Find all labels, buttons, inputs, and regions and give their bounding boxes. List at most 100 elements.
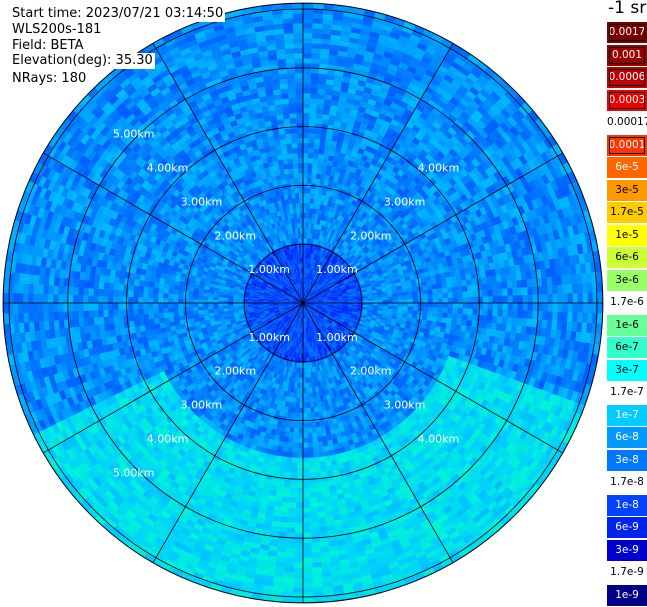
heatmap-gate — [442, 297, 449, 304]
heatmap-gate — [302, 57, 312, 64]
heatmap-gate — [302, 67, 312, 74]
heatmap-gate — [302, 107, 310, 114]
heatmap-gate — [302, 47, 313, 54]
heatmap-gate — [447, 307, 454, 314]
heatmap-gate — [507, 288, 514, 297]
heatmap-gate — [302, 102, 311, 109]
heatmap-gate — [309, 92, 318, 99]
heatmap-gate — [432, 307, 439, 313]
heatmap-gate — [302, 217, 307, 224]
heatmap-gate — [487, 289, 494, 297]
heatmap-gate — [467, 296, 474, 304]
heatmap-gate — [407, 295, 414, 300]
heatmap-gate — [308, 127, 316, 134]
heatmap-gate — [407, 310, 414, 315]
heatmap-gate — [497, 302, 504, 311]
heatmap-gate — [412, 302, 419, 308]
heatmap-gate — [457, 291, 464, 298]
heatmap-gate — [477, 290, 484, 298]
heatmap-gate — [522, 294, 529, 304]
heatmap-gate — [442, 307, 449, 314]
heatmap-gate — [562, 302, 569, 313]
heatmap-gate — [307, 167, 313, 174]
heatmap-gate — [447, 297, 454, 304]
heatmap-gate — [497, 309, 504, 318]
heatmap-gate — [302, 112, 310, 119]
heatmap-gate — [472, 302, 479, 310]
heatmap-gate — [452, 297, 459, 304]
heatmap-gate — [302, 177, 308, 184]
heatmap-gate — [487, 302, 494, 310]
heatmap-gate — [422, 302, 429, 308]
heatmap-gate — [306, 202, 311, 209]
heatmap-gate — [587, 302, 594, 314]
heatmap-gate — [427, 307, 434, 313]
heatmap-gate — [382, 305, 389, 310]
heatmap-gate — [392, 299, 399, 304]
heatmap-gate — [302, 3, 314, 9]
heatmap-gate — [462, 291, 469, 298]
heatmap-gate — [522, 302, 529, 312]
heatmap-gate — [502, 288, 509, 297]
heatmap-gate — [302, 172, 308, 179]
heatmap-gate — [582, 302, 589, 314]
heatmap-gate — [457, 297, 464, 304]
heatmap-gate — [309, 97, 318, 104]
heatmap-gate — [542, 302, 549, 312]
heatmap-gate — [377, 300, 384, 304]
heatmap-gate — [302, 27, 313, 34]
heatmap-gate — [302, 212, 307, 219]
heatmap-gate — [577, 293, 584, 304]
heatmap-gate — [407, 302, 414, 308]
heatmap-gate — [567, 302, 574, 313]
heatmap-gate — [302, 97, 311, 104]
heatmap-gate — [452, 292, 459, 298]
heatmap-gate — [437, 297, 444, 304]
heatmap-gate — [547, 294, 554, 304]
heatmap-gate — [302, 72, 312, 79]
heatmap-gate — [547, 302, 554, 312]
heatmap-gate — [437, 302, 444, 309]
heatmap-gate — [397, 295, 404, 300]
heatmap-gate — [302, 187, 308, 194]
heatmap-gate — [302, 82, 311, 89]
heatmap-gate — [542, 294, 549, 304]
heatmap-gate — [452, 302, 459, 309]
heatmap-gate — [308, 137, 315, 144]
heatmap-gate — [308, 142, 315, 149]
heatmap-gate — [502, 309, 509, 318]
heatmap-gate — [517, 302, 524, 311]
heatmap-gate — [397, 306, 404, 311]
heatmap-gate — [309, 102, 318, 109]
heatmap-gate — [452, 308, 459, 314]
heatmap-gate — [432, 302, 439, 308]
heatmap-gate — [497, 295, 504, 304]
heatmap-gate — [562, 293, 569, 304]
heatmap-gate — [412, 290, 419, 296]
heatmap-gate — [527, 302, 534, 312]
heatmap-gate — [412, 294, 419, 300]
heatmap-gate — [382, 293, 389, 298]
heatmap-gate — [442, 302, 449, 309]
heatmap-gate — [306, 197, 311, 204]
heatmap-gate — [507, 309, 514, 318]
heatmap-cells — [3, 3, 603, 603]
heatmap-gate — [392, 296, 399, 301]
heatmap-gate — [422, 289, 429, 295]
heatmap-gate — [552, 302, 559, 313]
heatmap-gate — [492, 302, 499, 310]
heatmap-gate — [532, 302, 539, 312]
heatmap-gate — [362, 298, 369, 302]
heatmap-gate — [397, 299, 404, 304]
heatmap-gate — [397, 302, 404, 307]
heatmap-gate — [305, 212, 310, 219]
heatmap-gate — [302, 77, 312, 84]
heatmap-gate — [432, 298, 439, 304]
heatmap-gate — [467, 308, 474, 316]
heatmap-gate — [437, 293, 444, 299]
heatmap-gate — [392, 305, 399, 310]
heatmap-gate — [367, 297, 374, 301]
heatmap-gate — [357, 298, 364, 302]
heatmap-gate — [402, 306, 409, 311]
